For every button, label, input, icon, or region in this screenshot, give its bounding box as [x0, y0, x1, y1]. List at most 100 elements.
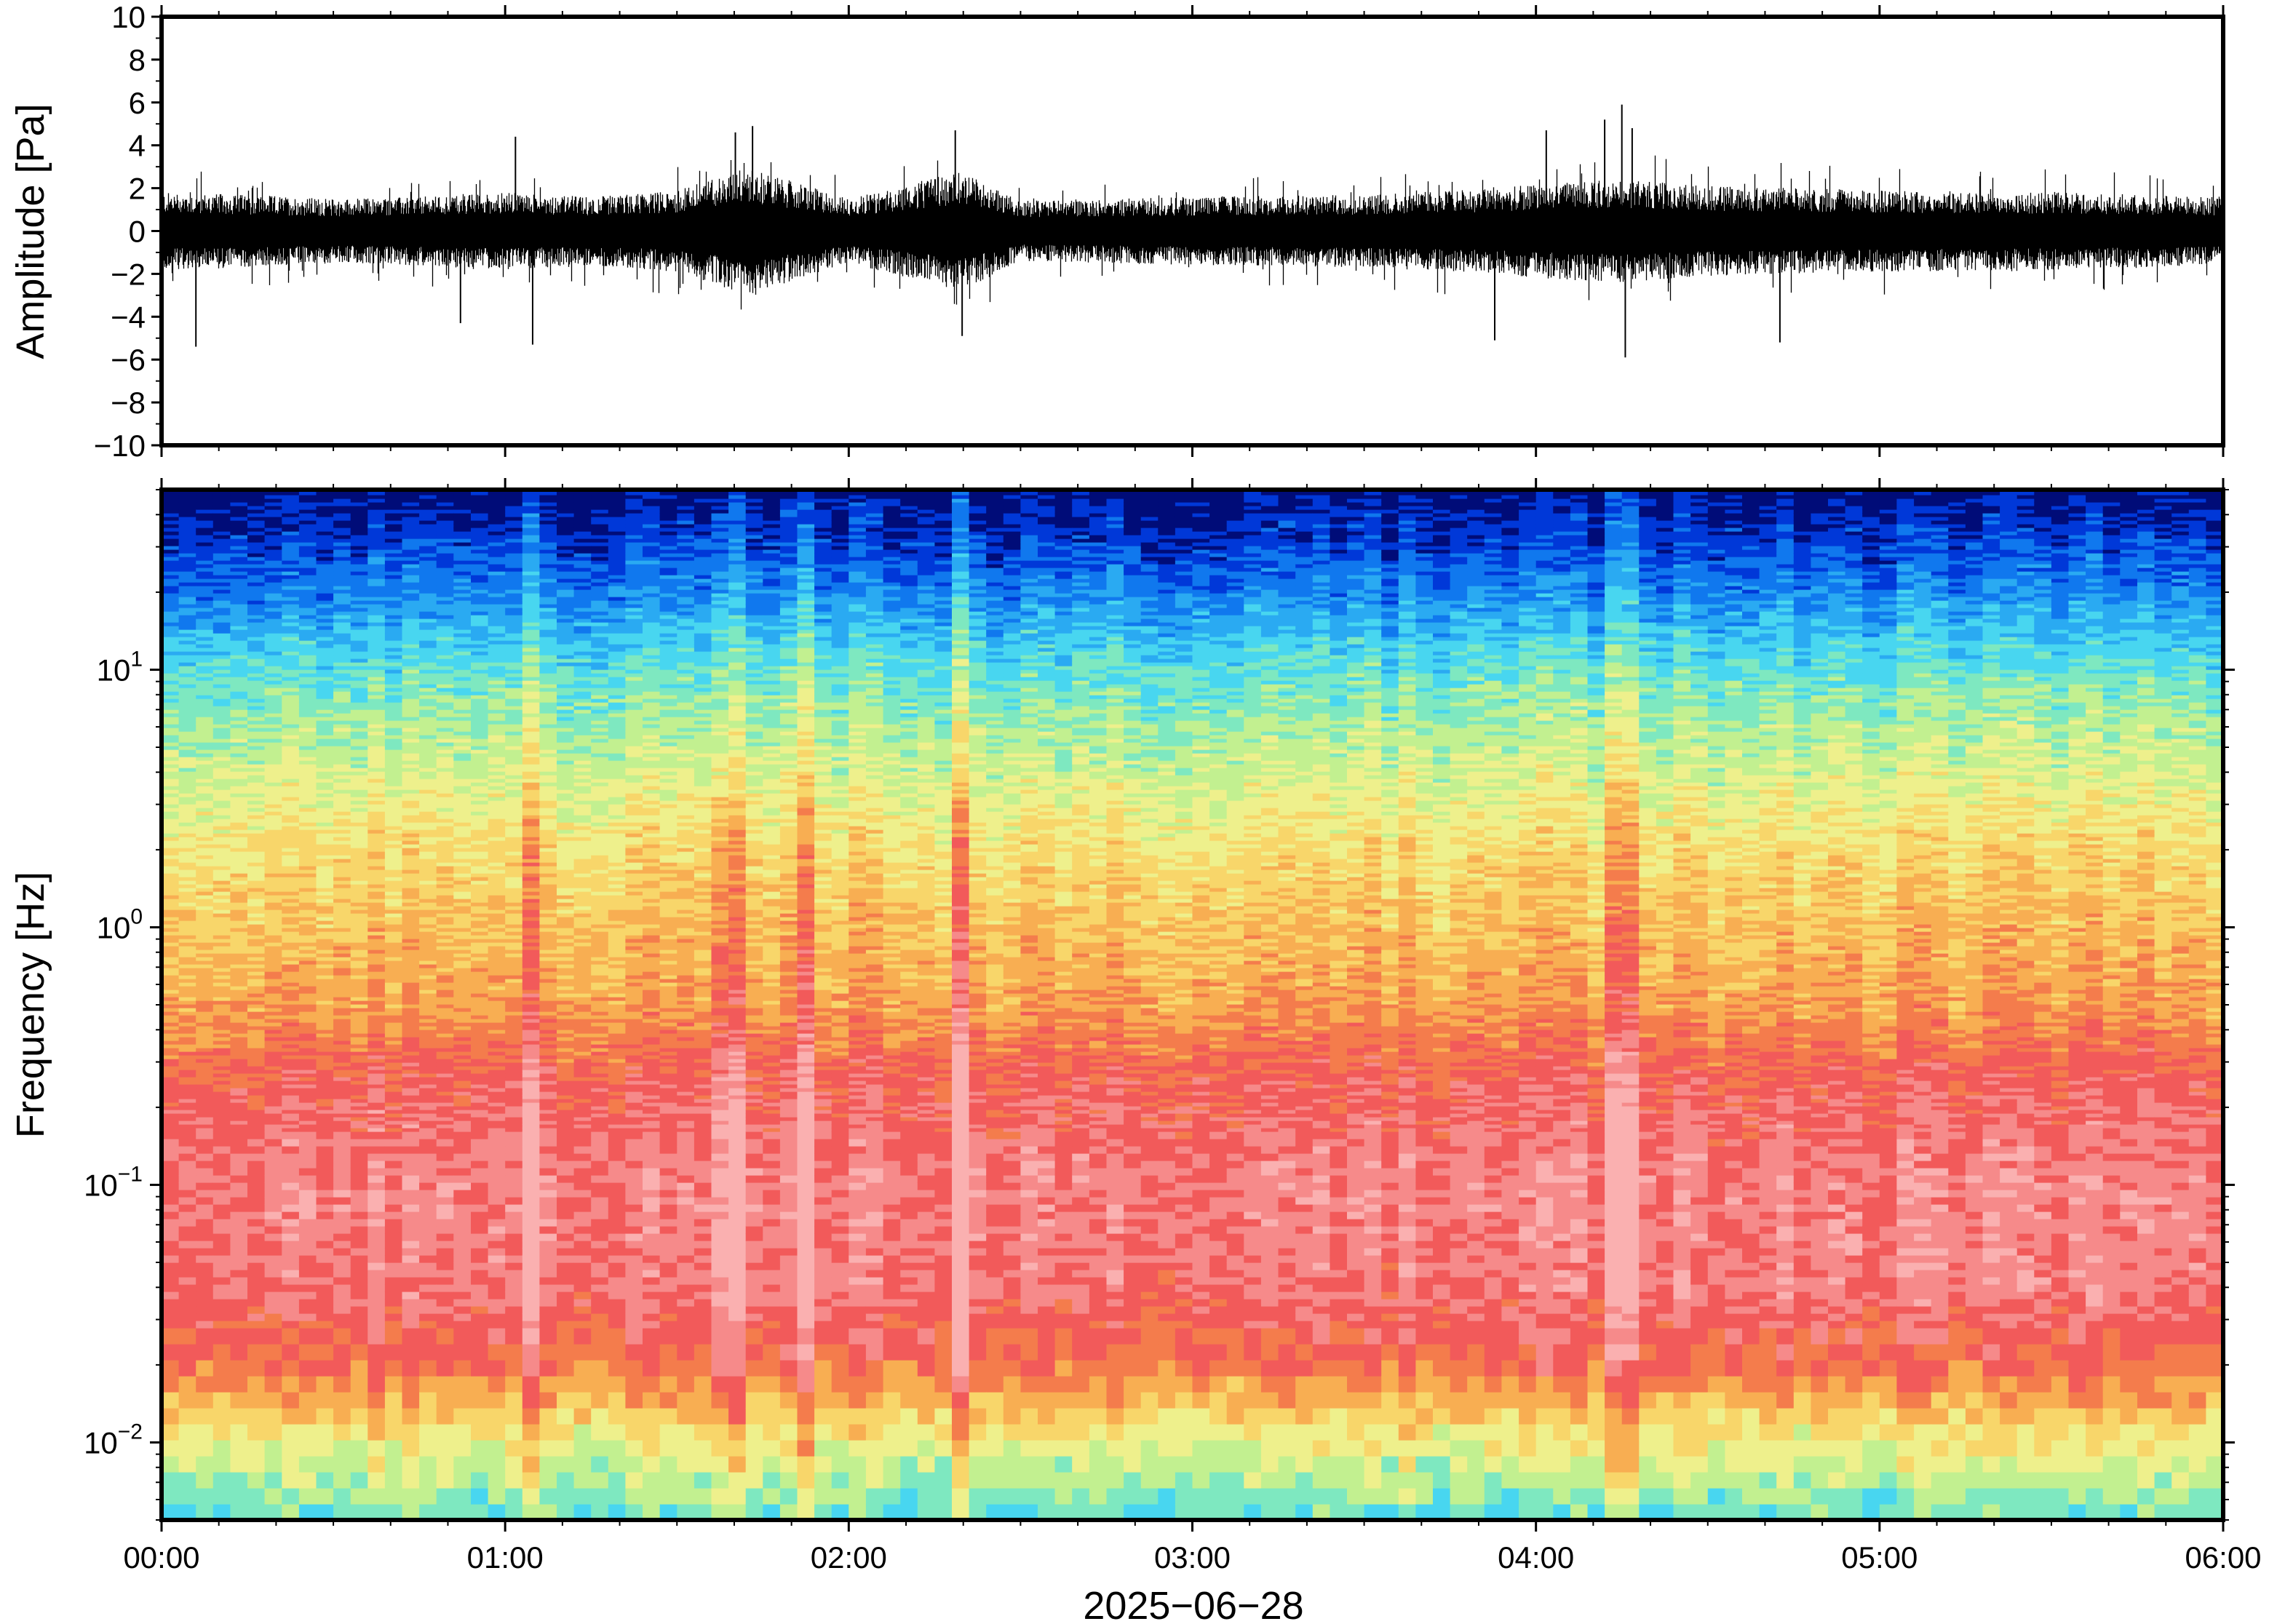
- spectrogram-cell: [317, 844, 334, 848]
- spectrogram-cell: [402, 608, 420, 612]
- spectrogram-cell: [247, 1044, 265, 1048]
- spectrogram-cell: [230, 1051, 247, 1056]
- spectrogram-cell: [437, 950, 454, 954]
- spectrogram-cell: [179, 608, 196, 612]
- spectrogram-cell: [419, 1131, 437, 1139]
- spectrogram-cell: [299, 964, 317, 968]
- spectrogram-cell: [317, 618, 334, 623]
- spectrogram-cell: [317, 964, 334, 968]
- spectrogram-cell: [437, 724, 454, 728]
- spectrogram-cell: [196, 553, 213, 557]
- spectrogram-cell: [265, 728, 282, 732]
- spectrogram-cell: [367, 1360, 385, 1377]
- spectrogram-cell: [230, 1073, 247, 1078]
- spectrogram-cell: [333, 815, 351, 819]
- spectrogram-cell: [437, 768, 454, 772]
- spectrogram-cell: [367, 589, 385, 594]
- spectrogram-cell: [247, 753, 265, 757]
- spectrogram-cell: [351, 735, 368, 739]
- spectrogram-cell: [351, 764, 368, 768]
- spectrogram-cell: [317, 819, 334, 823]
- spectrogram-cell: [367, 571, 385, 576]
- spectrogram-cell: [282, 1073, 299, 1078]
- spectrogram-cell: [196, 975, 213, 979]
- spectrogram-cell: [453, 982, 471, 987]
- spectrogram-cell: [299, 1048, 317, 1052]
- spectrogram-cell: [162, 920, 179, 925]
- spectrogram-cell: [317, 753, 334, 757]
- spectrogram-cell: [385, 997, 402, 1001]
- spectrogram-cell: [453, 1004, 471, 1008]
- spectrogram-cell: [419, 757, 437, 761]
- spectrogram-cell: [282, 604, 299, 608]
- spectrogram-cell: [179, 1117, 196, 1121]
- spectrogram-cell: [299, 953, 317, 958]
- spectrogram-cell: [488, 633, 506, 637]
- spectrogram-cell: [385, 1233, 402, 1241]
- spectrogram-cell: [162, 840, 179, 845]
- spectrogram-cell: [402, 517, 420, 521]
- spectrogram-cell: [385, 924, 402, 928]
- spectrogram-cell: [471, 549, 488, 554]
- spectrogram-cell: [196, 1117, 213, 1121]
- spectrogram-cell: [179, 844, 196, 848]
- spectrogram-cell: [317, 808, 334, 812]
- spectrogram-cell: [162, 1051, 179, 1056]
- spectrogram-cell: [282, 1000, 299, 1005]
- spectrogram-cell: [282, 877, 299, 881]
- spectrogram-cell: [385, 498, 402, 503]
- spectrogram-cell: [162, 677, 179, 681]
- spectrogram-cell: [247, 680, 265, 685]
- spectrogram-cell: [282, 724, 299, 728]
- spectrogram-cell: [419, 706, 437, 710]
- spectrogram-cell: [299, 1299, 317, 1307]
- spectrogram-cell: [437, 1019, 454, 1023]
- spectrogram-cell: [317, 538, 334, 543]
- spectrogram-cell: [385, 760, 402, 765]
- spectrogram-cell: [402, 1008, 420, 1012]
- spectrogram-cell: [196, 1091, 213, 1096]
- spectrogram-cell: [179, 1037, 196, 1041]
- spectrogram-cell: [367, 709, 385, 714]
- spectrogram-cell: [247, 1299, 265, 1307]
- spectrogram-cell: [265, 1044, 282, 1048]
- spectrogram-cell: [213, 706, 231, 710]
- spectrogram-cell: [179, 1488, 196, 1505]
- spectrogram-cell: [213, 1284, 231, 1292]
- spectrogram-cell: [247, 1197, 265, 1205]
- spectrogram-cell: [230, 571, 247, 576]
- spectrogram-cell: [385, 975, 402, 979]
- spectrogram-cell: [282, 909, 299, 914]
- spectrogram-cell: [437, 1059, 454, 1063]
- spectrogram-cell: [402, 859, 420, 863]
- spectrogram-cell: [299, 593, 317, 597]
- spectrogram-cell: [282, 1019, 299, 1023]
- spectrogram-cell: [265, 542, 282, 546]
- spectrogram-cell: [230, 924, 247, 928]
- spectrogram-cell: [247, 859, 265, 863]
- spectrogram-cell: [299, 651, 317, 656]
- spectrogram-cell: [213, 651, 231, 656]
- spectrogram-cell: [230, 633, 247, 637]
- spectrogram-cell: [471, 869, 488, 874]
- spectrogram-cell: [402, 1128, 420, 1132]
- spectrogram-cell: [299, 724, 317, 728]
- spectrogram-cell: [196, 677, 213, 681]
- spectrogram-cell: [265, 957, 282, 961]
- spectrogram-cell: [299, 1226, 317, 1234]
- spectrogram-cell: [213, 786, 231, 790]
- spectrogram-cell: [299, 753, 317, 757]
- spectrogram-cell: [196, 1472, 213, 1489]
- spectrogram-cell: [367, 811, 385, 816]
- spectrogram-cell: [385, 637, 402, 641]
- spectrogram-cell: [282, 517, 299, 521]
- spectrogram-cell: [196, 1328, 213, 1345]
- spectrogram-cell: [179, 1051, 196, 1056]
- spectrogram-cell: [282, 648, 299, 652]
- spectrogram-cell: [282, 506, 299, 510]
- spectrogram-cell: [471, 691, 488, 696]
- spectrogram-cell: [247, 895, 265, 899]
- spectrogram-cell: [488, 884, 506, 888]
- spectrogram-cell: [471, 1099, 488, 1103]
- spectrogram-cell: [247, 880, 265, 885]
